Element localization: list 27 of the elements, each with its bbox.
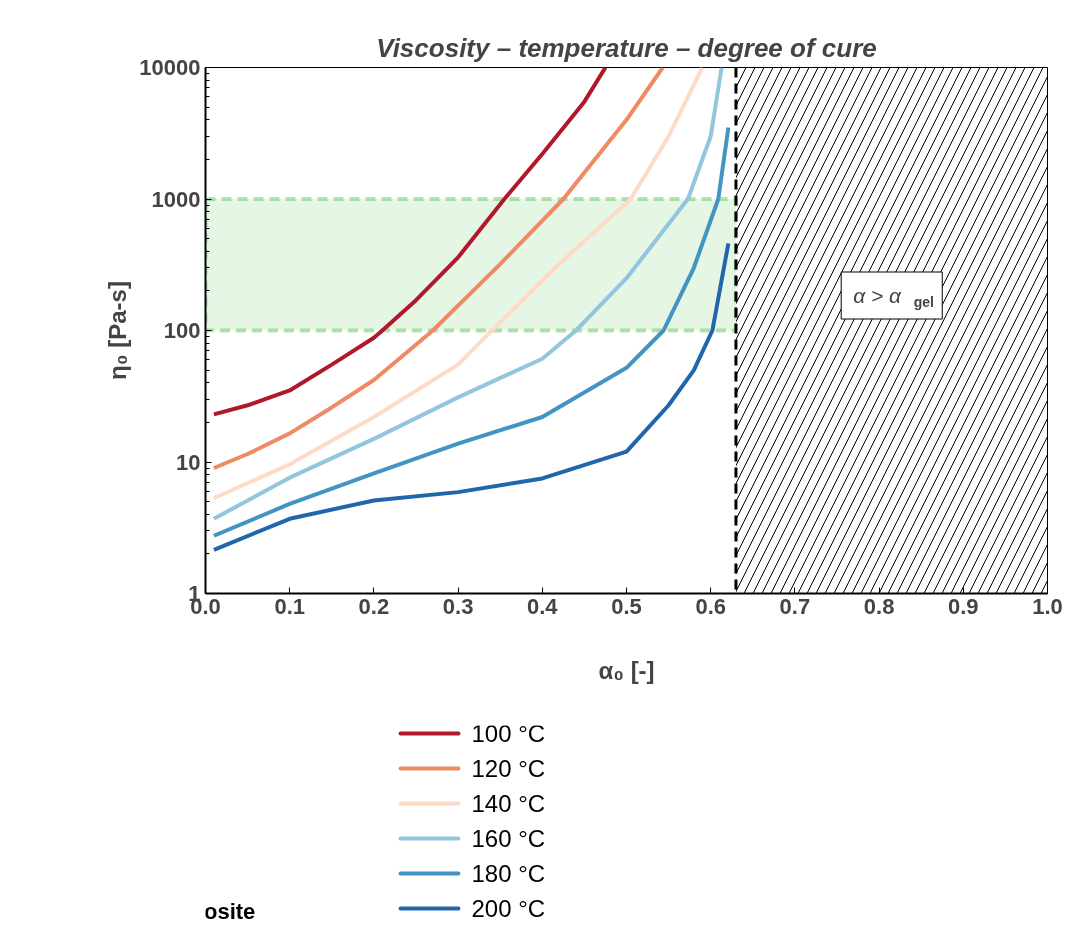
legend-label: 120 °C xyxy=(471,755,546,782)
x-tick-label: 0.2 xyxy=(358,593,390,619)
x-tick-label: 0.5 xyxy=(611,593,642,619)
legend-label: 180 °C xyxy=(471,860,546,887)
x-tick-label: 0.6 xyxy=(695,593,726,619)
x-tick-label: 0.1 xyxy=(274,593,305,619)
line-series xyxy=(211,67,608,417)
y-tick-label: 10 xyxy=(176,449,201,475)
x-tick-label: 0.8 xyxy=(863,593,895,619)
text: osite xyxy=(203,898,256,924)
y-tick-label: 10000 xyxy=(139,55,201,80)
legend-label: 100 °C xyxy=(471,720,546,747)
legend-label: 140 °C xyxy=(471,790,546,817)
y-tick-label: 100 xyxy=(163,318,201,343)
legend-label: 160 °C xyxy=(471,825,546,852)
x-tick-label: 1.0 xyxy=(1032,593,1063,619)
y-axis-title: η₀ [Pa-s] xyxy=(104,281,132,380)
x-axis-title: α₀ [-] xyxy=(598,656,655,684)
x-tick-label: 0.3 xyxy=(442,593,474,619)
chart-title: Viscosity – temperature – degree of cure xyxy=(376,32,877,63)
line-series xyxy=(211,125,731,538)
line-series xyxy=(211,241,731,552)
y-tick-label: 1000 xyxy=(151,186,201,212)
legend-label: 200 °C xyxy=(471,895,546,922)
x-tick-label: 0.7 xyxy=(779,593,811,619)
x-tick-label: 0.4 xyxy=(527,593,559,619)
x-tick-label: 0.9 xyxy=(948,593,979,619)
